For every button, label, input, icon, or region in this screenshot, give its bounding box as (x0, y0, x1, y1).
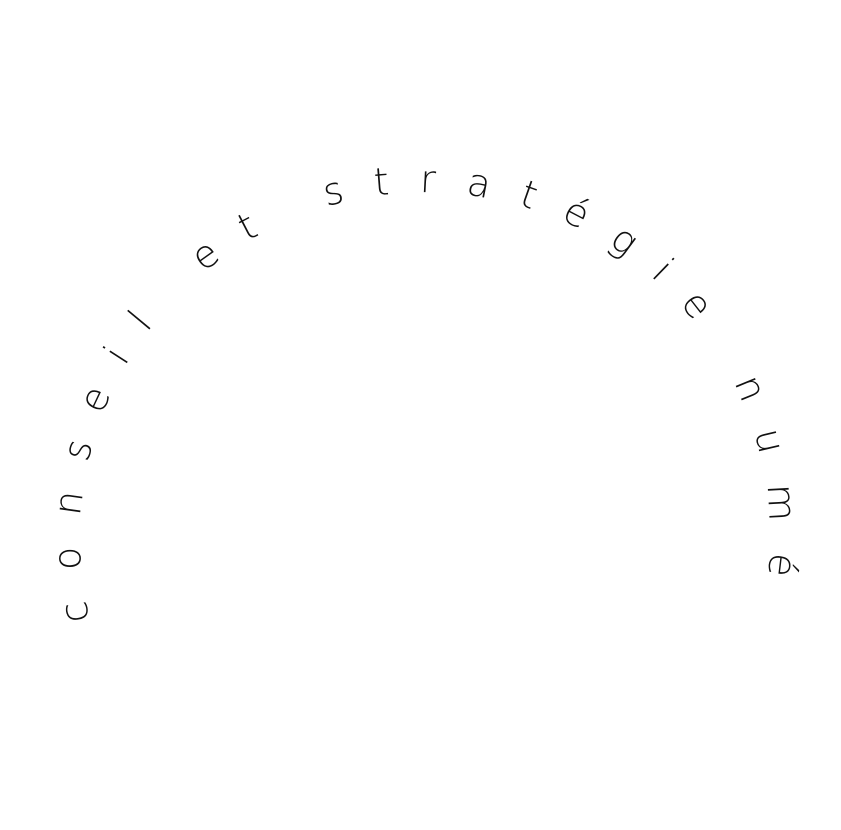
circular-text: conseil et stratégie numérique (0, 0, 776, 626)
circular-text-content: conseil et stratégie numérique (0, 0, 776, 626)
